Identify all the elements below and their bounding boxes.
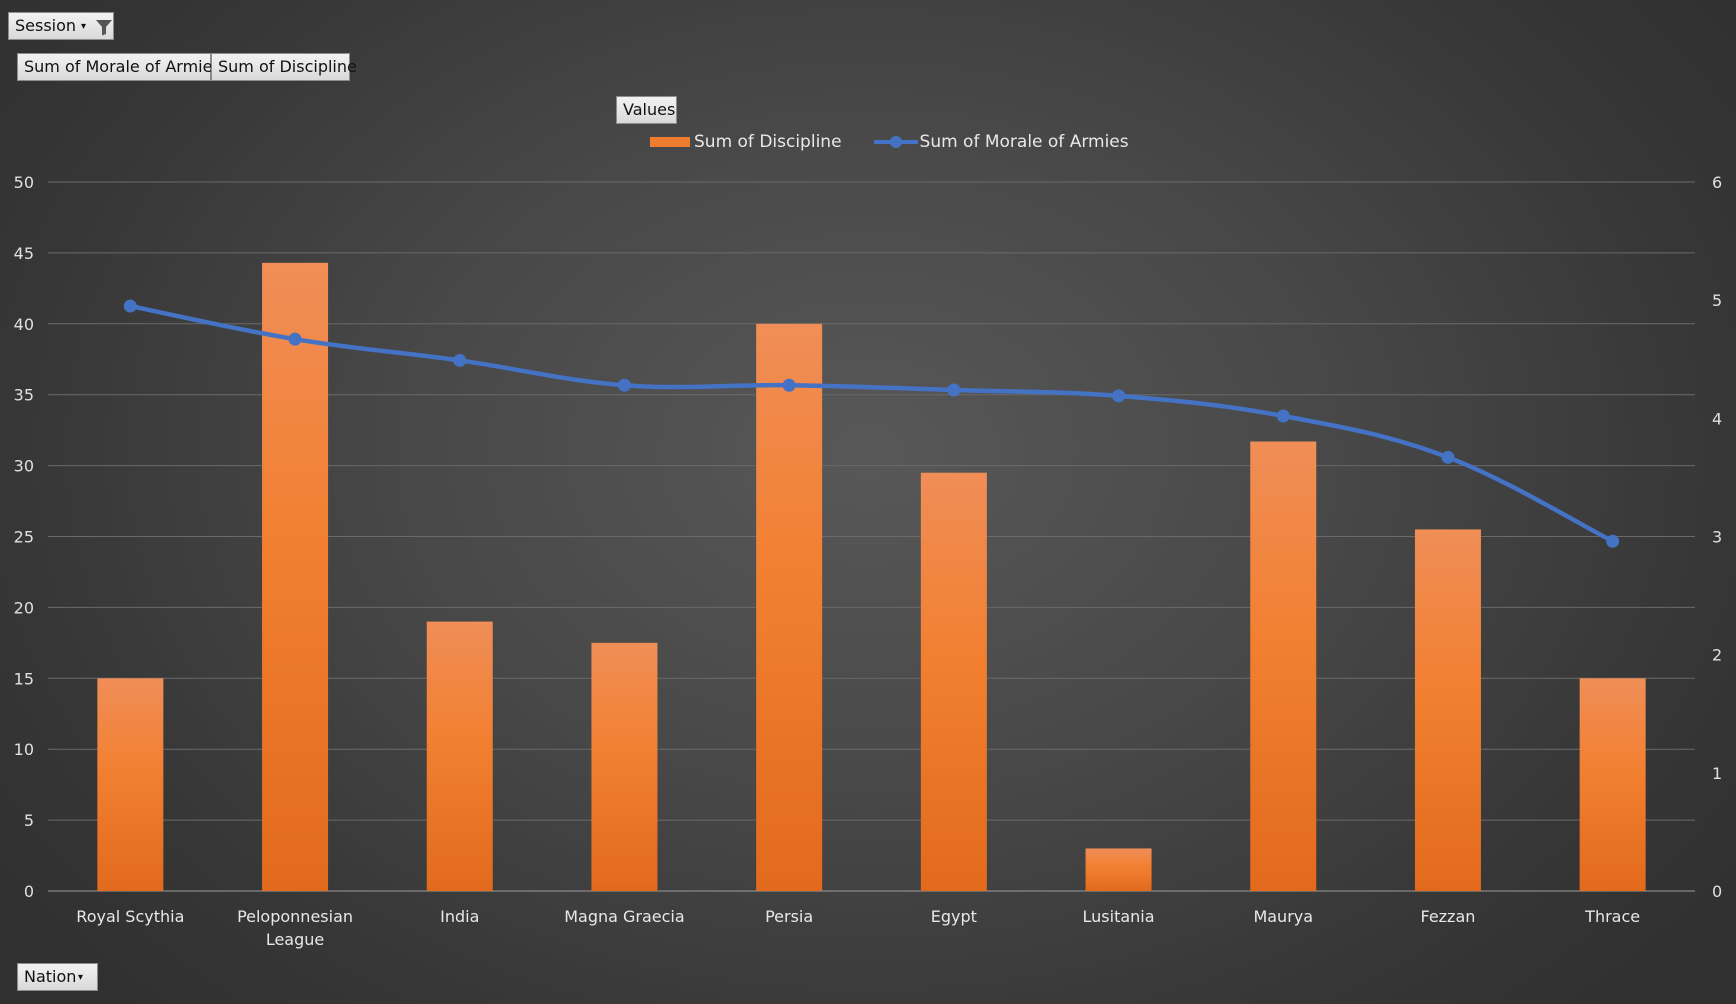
y-primary-tick-label: 25: [14, 528, 34, 547]
value-field-morale-label: Sum of Morale of Armies: [24, 57, 221, 76]
bar-royal-scythia: [97, 678, 164, 891]
y-primary-tick-label: 0: [24, 882, 34, 901]
y-primary-tick-label: 15: [14, 669, 34, 688]
value-field-discipline-button[interactable]: Sum of Discipline: [211, 53, 357, 81]
legend-line-swatch: [873, 131, 918, 153]
y-primary-tick-label: 5: [24, 811, 34, 830]
bar-persia: [756, 323, 823, 891]
bar-india: [426, 621, 493, 891]
legend-entry-discipline[interactable]: Sum of Discipline: [650, 132, 842, 152]
x-category-label: Peloponnesian League: [237, 907, 353, 949]
bar-maurya: [1250, 441, 1317, 891]
bar-lusitania: [1085, 848, 1152, 891]
morale-point-india: [453, 353, 467, 367]
y-primary-tick-label: 10: [14, 740, 34, 759]
x-category-label: Lusitania: [1083, 907, 1155, 926]
y-secondary-tick-label: 0: [1712, 882, 1722, 901]
bar-thrace: [1579, 678, 1646, 891]
secondary-y-axis: 0 1 2 3 4 5 6: [1712, 173, 1722, 901]
y-primary-tick-label: 50: [14, 173, 34, 192]
y-secondary-tick-label: 3: [1712, 528, 1722, 547]
y-primary-tick-label: 20: [14, 598, 34, 617]
x-category-label: Egypt: [931, 907, 977, 926]
y-primary-tick-label: 35: [14, 386, 34, 405]
nation-filter-button[interactable]: Nation ▾: [17, 963, 98, 991]
x-category-label: India: [440, 907, 479, 926]
nation-filter-label: Nation: [24, 967, 77, 986]
x-category-label: Maurya: [1253, 907, 1313, 926]
chart-legend: Sum of Discipline Sum of Morale of Armie…: [650, 131, 1161, 153]
legend-label-morale: Sum of Morale of Armies: [919, 132, 1129, 152]
bar-fezzan: [1414, 529, 1481, 891]
y-secondary-tick-label: 1: [1712, 764, 1722, 783]
primary-y-axis: 0 5 10 15 20 25 30 35 40 45 50: [14, 173, 34, 901]
bar-egypt: [920, 472, 987, 891]
x-category-label: Royal Scythia: [76, 907, 184, 926]
value-field-morale-button[interactable]: Sum of Morale of Armies: [17, 53, 221, 81]
morale-point-magna-graecia: [617, 378, 631, 392]
legend-label-discipline: Sum of Discipline: [694, 132, 842, 152]
morale-point-fezzan: [1441, 450, 1455, 464]
dropdown-arrow-icon: ▾: [78, 972, 84, 983]
y-secondary-tick-label: 6: [1712, 173, 1722, 192]
bar-magna-graecia: [591, 642, 658, 891]
session-filter-button[interactable]: Session ▾: [8, 12, 114, 40]
y-secondary-tick-label: 4: [1712, 409, 1722, 428]
morale-line: [128, 303, 1615, 544]
session-filter-label: Session: [15, 16, 77, 35]
morale-point-peloponnesian-league: [288, 332, 302, 346]
discipline-bars: [97, 262, 1646, 891]
x-category-label: Thrace: [1584, 907, 1640, 926]
x-category-label: Fezzan: [1420, 907, 1475, 926]
morale-point-persia: [782, 378, 796, 392]
legend-bar-swatch: [650, 137, 690, 147]
dropdown-arrow-icon: ▾: [81, 21, 87, 32]
x-category-label: Persia: [765, 907, 813, 926]
x-category-label: Magna Graecia: [564, 907, 684, 926]
value-field-discipline-label: Sum of Discipline: [218, 57, 357, 76]
funnel-icon: [96, 20, 112, 36]
y-secondary-tick-label: 2: [1712, 646, 1722, 665]
morale-point-thrace: [1606, 534, 1620, 548]
y-primary-tick-label: 30: [14, 457, 34, 476]
y-primary-tick-label: 45: [14, 244, 34, 263]
bar-peloponnesian-league: [262, 262, 329, 891]
values-field-label: Values: [623, 100, 676, 119]
morale-point-lusitania: [1112, 389, 1126, 403]
values-field-button[interactable]: Values: [616, 96, 677, 124]
y-primary-tick-label: 40: [14, 315, 34, 334]
legend-entry-morale[interactable]: Sum of Morale of Armies: [873, 131, 1129, 153]
y-secondary-tick-label: 5: [1712, 291, 1722, 310]
morale-point-maurya: [1276, 409, 1290, 423]
morale-point-egypt: [947, 383, 961, 397]
morale-line-series: [123, 299, 1620, 548]
category-axis: Royal Scythia Peloponnesian League India Mag…: [76, 907, 1640, 949]
morale-point-royal-scythia: [123, 299, 137, 313]
